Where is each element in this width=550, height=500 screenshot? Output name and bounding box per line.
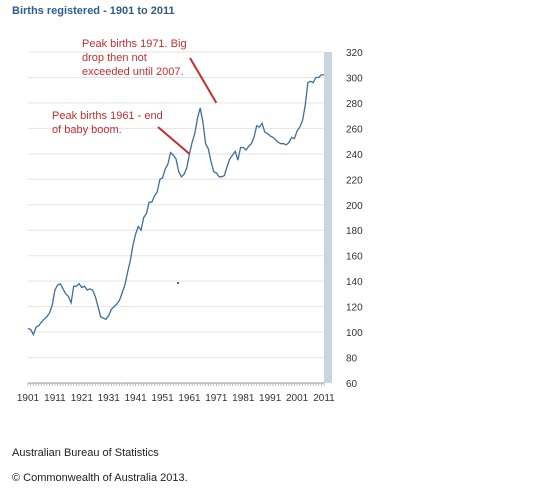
y-tick-label: 140 [346, 277, 363, 288]
y-tick-label: 280 [346, 99, 363, 110]
annotations-layer: Peak births 1971. Big drop then not exceed… [52, 38, 218, 155]
x-tick-label: 2011 [313, 393, 335, 404]
y-tick-label: 220 [346, 175, 363, 186]
y-tick-label: 100 [346, 328, 363, 339]
x-tick-label: 1931 [98, 393, 121, 404]
y-tick-label: 300 [346, 73, 363, 84]
x-tick-label: 1981 [232, 393, 255, 404]
annotation-line: drop then not [82, 52, 147, 64]
annotation-arrow [157, 126, 191, 155]
births-series-line [27, 74, 324, 337]
annotation-text: Peak births 1971. Big drop then not exceed… [82, 38, 187, 78]
x-tick-label: 1991 [259, 393, 282, 404]
copyright-label: © Commonwealth of Australia 2013. [12, 472, 188, 484]
annotation-line: Peak births 1971. Big [82, 38, 187, 50]
y-tick-label: 200 [346, 201, 363, 212]
y-tick-label: 160 [346, 252, 363, 263]
x-tick-label: 1961 [178, 393, 201, 404]
y-axis-ticks: 60 80 100 120 140 160 180 200 220 240 260 280 300 320 [346, 48, 363, 390]
x-tick-label: 1951 [151, 393, 174, 404]
annotation-line: exceeded until 2007. [82, 66, 184, 78]
chart-title: Births registered - 1901 to 2011 [12, 5, 175, 17]
x-tick-label: 1971 [205, 393, 228, 404]
annotation-arrow [189, 57, 218, 104]
y-tick-label: 80 [346, 354, 358, 365]
y-tick-label: 120 [346, 303, 363, 314]
y-tick-label: 260 [346, 124, 363, 135]
x-tick-label: 1941 [125, 393, 148, 404]
births-line-chart: 60 80 100 120 140 160 180 200 220 240 260 280 300 320… [17, 38, 363, 404]
y-tick-label: 180 [346, 226, 363, 237]
year-scroll-strip[interactable] [324, 52, 332, 383]
y-tick-label: 60 [346, 379, 358, 390]
stray-dot [177, 282, 179, 284]
annotation-line: of baby boom. [52, 124, 122, 136]
x-axis: 1901 1911 1921 1931 1941 1951 1961 1971 1981 1991… [17, 382, 335, 404]
x-tick-label: 1921 [71, 393, 94, 404]
annotation-text: Peak births 1961 - end of baby boom. [52, 110, 163, 136]
x-tick-label: 2001 [286, 393, 309, 404]
y-tick-label: 240 [346, 150, 363, 161]
x-tick-label: 1911 [44, 393, 66, 404]
source-label: Australian Bureau of Statistics [12, 447, 159, 459]
x-tick-label: 1901 [17, 393, 40, 404]
annotation-line: Peak births 1961 - end [52, 110, 163, 122]
y-tick-label: 320 [346, 48, 363, 59]
grid-layer [28, 51, 324, 384]
